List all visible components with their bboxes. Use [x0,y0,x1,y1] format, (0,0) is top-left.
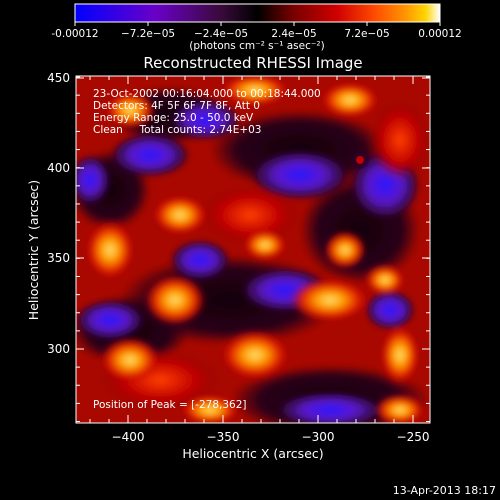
colorbar-ticks: -0.00012 −7.2e−05 −2.4e−05 2.4e−05 7.2e−05 0.… [51,22,462,40]
y-tick-label: 450 [47,71,70,85]
colorbar-tick-label: 0.00012 [418,28,461,40]
colorbar-tick-label: -0.00012 [51,28,98,40]
y-tick-label: 400 [47,161,70,175]
axis-ticks: −400 −350 −300 −250 300 350 400 450 [47,71,430,444]
y-axis-label: Heliocentric Y (arcsec) [26,180,41,320]
x-axis-label: Heliocentric X (arcsec) [182,446,323,461]
info-line-energy: Energy Range: 25.0 - 50.0 keV [93,112,254,124]
footer-date: 13-Apr-2013 18:17 [392,484,496,497]
y-tick-label: 350 [47,251,70,265]
info-line-time: 23-Oct-2002 00:16:04.000 to 00:18:44.000 [93,88,321,100]
info-line-counts: Clean Total counts: 2.74E+03 [93,124,262,136]
colorbar-tick-label: −2.4e−05 [194,28,248,40]
rhessi-image [76,76,430,423]
x-tick-label: −250 [397,430,430,444]
colorbar-units: (photons cm⁻² s⁻¹ asec⁻²) [189,40,324,52]
x-tick-label: −400 [112,430,145,444]
image-title: Reconstructed RHESSI Image [143,54,362,72]
colorbar-tick-label: −7.2e−05 [121,28,175,40]
peak-position-label: Position of Peak = [-278,362] [93,399,247,411]
info-line-detectors: Detectors: 4F 5F 6F 7F 8F, Att 0 [93,100,260,112]
x-tick-label: −350 [207,430,240,444]
colorbar-tick-label: 2.4e−05 [271,28,316,40]
x-tick-label: −300 [302,430,335,444]
y-tick-label: 300 [47,342,70,356]
image-frame [75,75,431,424]
colorbar-strip [74,3,441,23]
colorbar-tick-label: 7.2e−05 [344,28,389,40]
